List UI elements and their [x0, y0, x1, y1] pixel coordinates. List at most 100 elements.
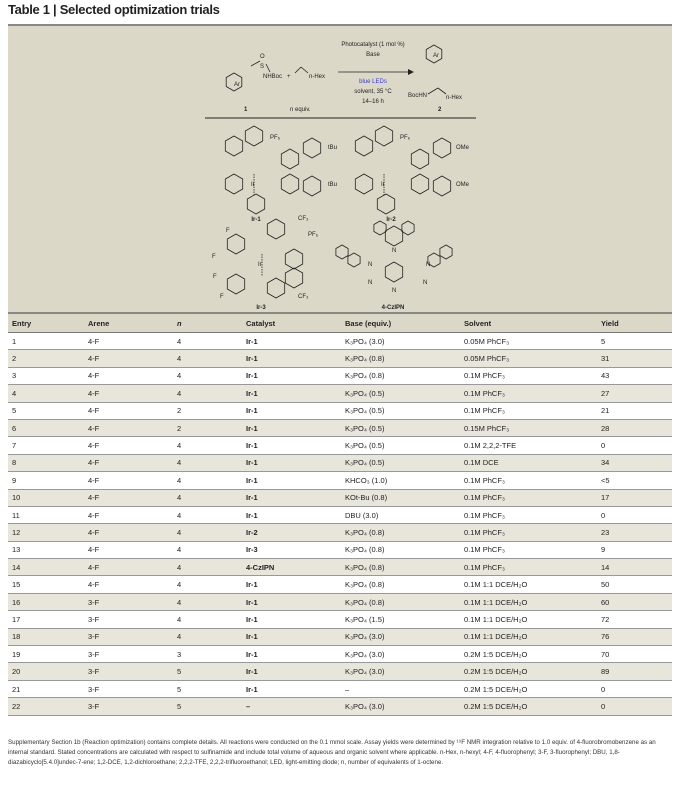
condition-catalyst: Photocatalyst (1 mol %) [341, 42, 404, 48]
cell-entry: 22 [8, 697, 84, 716]
cell-solvent: 0.1M PhCF₃ [460, 489, 597, 507]
cell-n: 2 [173, 402, 242, 420]
aromatic-ring [374, 125, 394, 147]
cell-n: 4 [173, 541, 242, 560]
table-row: 7 4-F 4 Ir-1 K₃PO₄ (0.5) 0.1M 2,2,2-TFE 0 [8, 436, 672, 455]
scheme-drawing: Ar O S NHBoc 1 + n-Hex n equiv. Photocat… [205, 42, 476, 311]
cell-arene: 3-F [84, 662, 173, 681]
table-title: Table 1 | Selected optimization trials [8, 2, 220, 17]
table-row: 5 4-F 2 Ir-1 K₃PO₄ (0.5) 0.1M PhCF₃ 21 [8, 402, 672, 420]
cell-catalyst: Ir-1 [242, 367, 341, 386]
cell-yield: 50 [597, 575, 672, 594]
cell-n: 4 [173, 367, 242, 386]
cell-catalyst: Ir-1 [242, 349, 341, 368]
aromatic-ring [347, 252, 361, 268]
aromatic-ring [427, 252, 441, 268]
table-row: 20 3-F 5 Ir-1 K₃PO₄ (3.0) 0.2M 1:5 DCE/H₂O 89 [8, 662, 672, 681]
cell-catalyst: Ir-1 [242, 645, 341, 664]
cell-solvent: 0.15M PhCF₃ [460, 419, 597, 438]
aromatic-ring [224, 173, 244, 195]
cell-base: K₃PO₄ (0.8) [341, 593, 460, 612]
cell-solvent: 0.2M 1:5 DCE/H₂O [460, 680, 597, 699]
aromatic-ring [225, 72, 243, 92]
ir3-label: Ir-3 [256, 305, 266, 311]
sulfur-label: S [260, 64, 264, 70]
cell-yield: 89 [597, 662, 672, 681]
column-header: Yield [597, 312, 672, 333]
aromatic-ring [373, 220, 387, 236]
cell-entry: 14 [8, 558, 84, 577]
czipn-n4: N [392, 288, 396, 294]
ir3-f3: F [213, 274, 217, 280]
oxygen-label: O [260, 54, 265, 60]
cell-base: K₃PO₄ (0.5) [341, 419, 460, 438]
cell-solvent: 0.2M 1:5 DCE/H₂O [460, 697, 597, 716]
table-row: 22 3-F 5– K₃PO₄ (3.0) 0.2M 1:5 DCE/H₂O 0 [8, 697, 672, 716]
condition-light: blue LEDs [359, 79, 387, 85]
table-row: 12 4-F 4 Ir-2 K₃PO₄ (0.8) 0.1M PhCF₃ 23 [8, 523, 672, 542]
condition-time: 14–16 h [362, 99, 384, 105]
aromatic-ring [246, 193, 266, 215]
aromatic-ring [224, 135, 244, 157]
aromatic-ring [432, 137, 452, 159]
cell-base: KHCO₃ (1.0) [341, 471, 460, 490]
cell-base: K₃PO₄ (0.8) [341, 558, 460, 577]
cell-catalyst: Ir-1 [242, 680, 341, 699]
cell-n: 4 [173, 436, 242, 455]
aromatic-ring [354, 173, 374, 195]
ir1-sub-top: tBu [328, 145, 337, 151]
cell-arene: 4-F [84, 402, 173, 420]
ir3-f4: F [220, 294, 224, 300]
cell-entry: 1 [8, 332, 84, 351]
cell-catalyst: Ir-1 [242, 332, 341, 351]
ir1-metal: Ir [251, 182, 255, 188]
cell-entry: 8 [8, 454, 84, 473]
cell-arene: 4-F [84, 541, 173, 560]
cell-base: – [341, 680, 460, 699]
cell-solvent: 0.2M 1:5 DCE/H₂O [460, 662, 597, 681]
czipn-label: 4-CzIPN [382, 305, 405, 311]
cell-solvent: 0.1M PhCF₃ [460, 506, 597, 525]
aromatic-ring [376, 193, 396, 215]
alkene-equiv: n equiv. [290, 107, 311, 113]
cell-base: K₃PO₄ (0.5) [341, 402, 460, 420]
cell-n: 4 [173, 558, 242, 577]
table-row: 9 4-F 4 Ir-1 KHCO₃ (1.0) 0.1M PhCF₃ <5 [8, 471, 672, 490]
cell-solvent: 0.1M PhCF₃ [460, 367, 597, 386]
cell-base: K₃PO₄ (3.0) [341, 628, 460, 647]
cell-arene: 4-F [84, 523, 173, 542]
cell-yield: 28 [597, 419, 672, 438]
cell-catalyst: Ir-1 [242, 419, 341, 438]
condition-base: Base [366, 52, 380, 58]
cell-entry: 6 [8, 419, 84, 438]
cell-arene: 3-F [84, 697, 173, 716]
cell-yield: 17 [597, 489, 672, 507]
cell-yield: 60 [597, 593, 672, 612]
cell-solvent: 0.1M DCE [460, 454, 597, 473]
cell-solvent: 0.1M PhCF₃ [460, 384, 597, 403]
cell-n: 4 [173, 593, 242, 612]
cell-yield: 43 [597, 367, 672, 386]
cell-catalyst: Ir-1 [242, 454, 341, 473]
cell-arene: 3-F [84, 645, 173, 664]
cell-entry: 15 [8, 575, 84, 594]
reactant-group: NHBoc [263, 74, 282, 80]
table-row: 13 4-F 4 Ir-3 K₃PO₄ (0.8) 0.1M PhCF₃ 9 [8, 541, 672, 560]
cell-solvent: 0.1M PhCF₃ [460, 523, 597, 542]
ir3-f2: F [212, 254, 216, 260]
table-header: Entry Arene n Catalyst Base (equiv.) Solvent Y… [8, 312, 672, 333]
aromatic-ring [302, 137, 322, 159]
cell-n: 4 [173, 523, 242, 542]
cell-yield: 23 [597, 523, 672, 542]
cell-arene: 4-F [84, 471, 173, 490]
cell-entry: 4 [8, 384, 84, 403]
column-header: Base (equiv.) [341, 312, 460, 333]
cell-catalyst: Ir-1 [242, 628, 341, 647]
cell-arene: 4-F [84, 489, 173, 507]
cell-solvent: 0.1M PhCF₃ [460, 471, 597, 490]
cell-arene: 4-F [84, 367, 173, 386]
table-row: 14 4-F 4 4-CzIPN K₃PO₄ (0.8) 0.1M PhCF₃ 14 [8, 558, 672, 577]
cell-arene: 4-F [84, 506, 173, 525]
cell-yield: 0 [597, 680, 672, 699]
cell-entry: 16 [8, 593, 84, 612]
